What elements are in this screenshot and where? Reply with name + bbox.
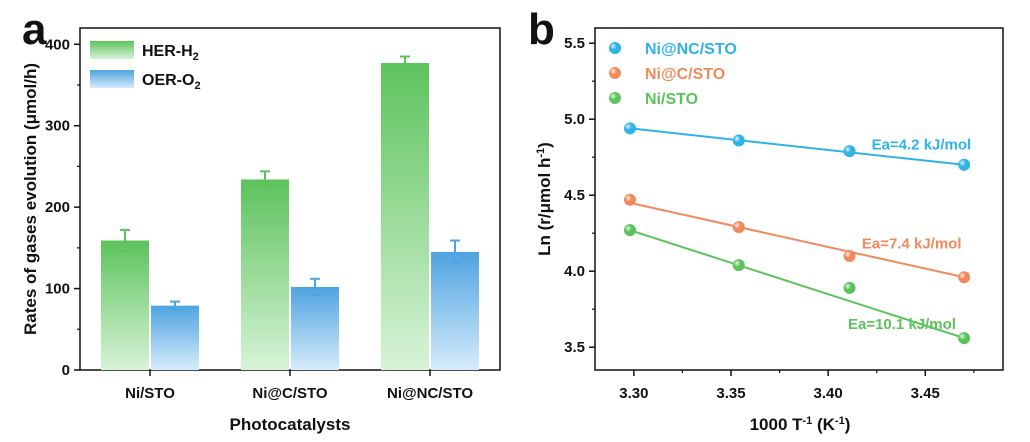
fit-line — [629, 201, 965, 279]
plot-frame-b — [594, 27, 1004, 371]
legend-label-her: HER-H2 — [142, 43, 199, 63]
x-tick-label: 3.40 — [814, 385, 843, 402]
data-point-shine — [958, 158, 971, 171]
activation-energy-label: Ea=4.2 kJ/mol — [872, 137, 972, 154]
legend-swatch-oer — [90, 70, 134, 88]
bar-oer-2 — [431, 251, 479, 370]
y-tick-label: 400 — [45, 36, 70, 53]
data-point-shine — [623, 193, 636, 206]
activation-energy-label: Ea=10.1 kJ/mol — [848, 316, 956, 333]
data-point-shine — [843, 281, 856, 294]
legend-label: Ni@NC/STO — [645, 41, 737, 58]
data-point-shine — [732, 221, 745, 234]
legend-marker-shine — [609, 67, 621, 79]
bar-chart-a: 0 100 200 300 400 Ni/STO Ni@C/STO Ni@NC/STO HE… — [21, 27, 501, 434]
y-axis-title-b: Ln (r/μmol h-1) — [535, 142, 554, 256]
x-tick-label: 3.30 — [619, 385, 648, 402]
fit-line — [629, 229, 965, 340]
legend-swatch-her — [90, 41, 134, 59]
bar-oer-0 — [151, 305, 199, 370]
data-point-shine — [732, 134, 745, 147]
bar-her-0 — [101, 240, 149, 370]
y-tick-label: 5.0 — [564, 111, 585, 128]
legend-label-oer: OER-O2 — [142, 72, 201, 92]
y-axis-title-a: Rates of gases evolution (μmol/h) — [21, 63, 40, 335]
scatter-chart-b: 3.5 4.0 4.5 5.0 5.5 3.30 3.35 3.40 3.45 Ni@NC/S… — [535, 27, 1004, 434]
data-point-shine — [843, 250, 856, 262]
bar-her-1 — [241, 179, 289, 370]
panel-b-label: b — [528, 5, 555, 54]
legend-marker-shine — [609, 92, 621, 104]
data-point-shine — [623, 122, 636, 135]
legend-label: Ni@C/STO — [645, 66, 725, 83]
y-tick-label: 4.0 — [564, 263, 585, 280]
y-tick-label: 4.5 — [564, 187, 585, 204]
y-tick-label: 100 — [45, 281, 70, 298]
data-point-shine — [958, 332, 971, 345]
panel-a-label: a — [22, 5, 47, 54]
data-point-shine — [732, 259, 745, 272]
data-point-shine — [958, 271, 971, 284]
data-point-shine — [843, 145, 856, 158]
bar-oer-1 — [291, 286, 339, 370]
y-tick-label: 0 — [62, 362, 70, 379]
x-tick-label: 3.35 — [716, 385, 745, 402]
y-tick-label: 200 — [45, 199, 70, 216]
x-tick-label: Ni@NC/STO — [387, 385, 473, 402]
x-tick-label: Ni@C/STO — [252, 385, 328, 402]
y-tick-label: 5.5 — [564, 35, 585, 52]
bar-her-2 — [381, 63, 429, 371]
x-tick-label: 3.45 — [911, 385, 940, 402]
y-tick-label: 3.5 — [564, 339, 585, 356]
activation-energy-label: Ea=7.4 kJ/mol — [862, 235, 962, 252]
data-point-shine — [623, 224, 636, 237]
legend-a: HER-H2 OER-O2 — [90, 41, 201, 92]
x-tick-label: Ni/STO — [125, 385, 175, 402]
fit-line — [629, 127, 965, 166]
x-axis-title-a: Photocatalysts — [230, 415, 351, 434]
y-tick-label: 300 — [45, 118, 70, 135]
x-axis-title-b: 1000 T-1 (K-1) — [750, 415, 851, 434]
legend-label: Ni/STO — [645, 91, 698, 108]
legend-b: Ni@NC/STO Ni@C/STO Ni/STO — [609, 41, 737, 108]
legend-marker-shine — [609, 42, 621, 54]
